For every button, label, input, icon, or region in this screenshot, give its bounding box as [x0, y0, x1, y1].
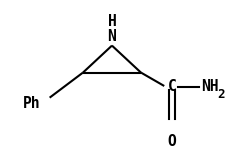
Text: C: C [168, 79, 176, 94]
Text: 2: 2 [218, 88, 225, 101]
Text: O: O [168, 133, 176, 149]
Text: N: N [108, 29, 116, 44]
Text: H: H [108, 14, 116, 29]
Text: NH: NH [201, 79, 218, 94]
Text: Ph: Ph [23, 96, 40, 111]
